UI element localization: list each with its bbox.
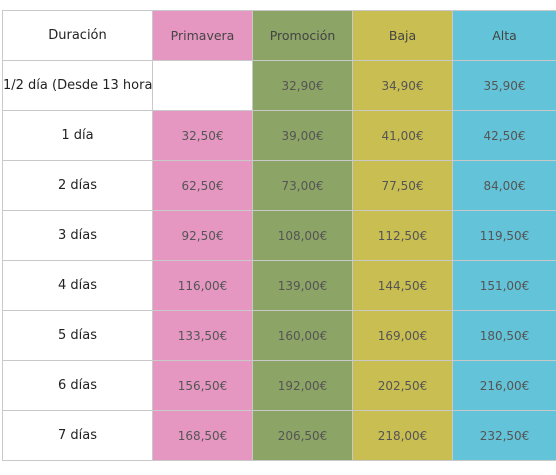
price-baja-cell: 41,00€ <box>352 110 453 161</box>
price-promocion-cell: 108,00€ <box>252 210 353 261</box>
duration-cell: 1/2 día (Desde 13 horas) <box>2 60 153 111</box>
price-primavera-cell: 116,00€ <box>152 260 253 311</box>
price-promocion-cell: 139,00€ <box>252 260 353 311</box>
table-row: 3 días 92,50€ 108,00€ 112,50€ 119,50€ <box>2 210 556 261</box>
price-primavera-cell: 32,50€ <box>152 110 253 161</box>
price-primavera-cell: 62,50€ <box>152 160 253 211</box>
price-promocion-cell: 206,50€ <box>252 410 353 461</box>
table-row: 1 día 32,50€ 39,00€ 41,00€ 42,50€ <box>2 110 556 161</box>
price-alta-cell: 42,50€ <box>452 110 556 161</box>
duration-cell: 3 días <box>2 210 153 261</box>
price-alta-cell: 119,50€ <box>452 210 556 261</box>
duration-cell: 1 día <box>2 110 153 161</box>
header-baja: Baja <box>352 10 453 61</box>
price-primavera-cell: 133,50€ <box>152 310 253 361</box>
price-alta-cell: 180,50€ <box>452 310 556 361</box>
price-baja-cell: 112,50€ <box>352 210 453 261</box>
price-promocion-cell: 192,00€ <box>252 360 353 411</box>
price-table: Duración Primavera Promoción Baja Alta 1… <box>2 10 556 461</box>
price-promocion-cell: 39,00€ <box>252 110 353 161</box>
price-promocion-cell: 73,00€ <box>252 160 353 211</box>
header-primavera: Primavera <box>152 10 253 61</box>
price-alta-cell: 232,50€ <box>452 410 556 461</box>
table-row: 5 días 133,50€ 160,00€ 169,00€ 180,50€ <box>2 310 556 361</box>
price-promocion-cell: 160,00€ <box>252 310 353 361</box>
price-baja-cell: 202,50€ <box>352 360 453 411</box>
price-alta-cell: 216,00€ <box>452 360 556 411</box>
price-baja-cell: 77,50€ <box>352 160 453 211</box>
duration-cell: 7 días <box>2 410 153 461</box>
price-primavera-cell <box>152 60 253 111</box>
price-primavera-cell: 156,50€ <box>152 360 253 411</box>
duration-cell: 6 días <box>2 360 153 411</box>
price-baja-cell: 144,50€ <box>352 260 453 311</box>
price-promocion-cell: 32,90€ <box>252 60 353 111</box>
table-row: 1/2 día (Desde 13 horas) 32,90€ 34,90€ 35,9… <box>2 60 556 111</box>
price-primavera-cell: 92,50€ <box>152 210 253 261</box>
table-row: 6 días 156,50€ 192,00€ 202,50€ 216,00€ <box>2 360 556 411</box>
duration-cell: 4 días <box>2 260 153 311</box>
header-row: Duración Primavera Promoción Baja Alta <box>2 10 556 61</box>
table-row: 7 días 168,50€ 206,50€ 218,00€ 232,50€ <box>2 410 556 461</box>
table-row: 2 días 62,50€ 73,00€ 77,50€ 84,00€ <box>2 160 556 211</box>
price-baja-cell: 169,00€ <box>352 310 453 361</box>
price-alta-cell: 35,90€ <box>452 60 556 111</box>
table-body: 1/2 día (Desde 13 horas) 32,90€ 34,90€ 35,9… <box>2 60 556 461</box>
price-primavera-cell: 168,50€ <box>152 410 253 461</box>
price-alta-cell: 84,00€ <box>452 160 556 211</box>
header-alta: Alta <box>452 10 556 61</box>
header-promocion: Promoción <box>252 10 353 61</box>
duration-cell: 2 días <box>2 160 153 211</box>
table-row: 4 días 116,00€ 139,00€ 144,50€ 151,00€ <box>2 260 556 311</box>
price-baja-cell: 218,00€ <box>352 410 453 461</box>
price-alta-cell: 151,00€ <box>452 260 556 311</box>
price-baja-cell: 34,90€ <box>352 60 453 111</box>
duration-cell: 5 días <box>2 310 153 361</box>
header-duracion: Duración <box>2 10 153 61</box>
